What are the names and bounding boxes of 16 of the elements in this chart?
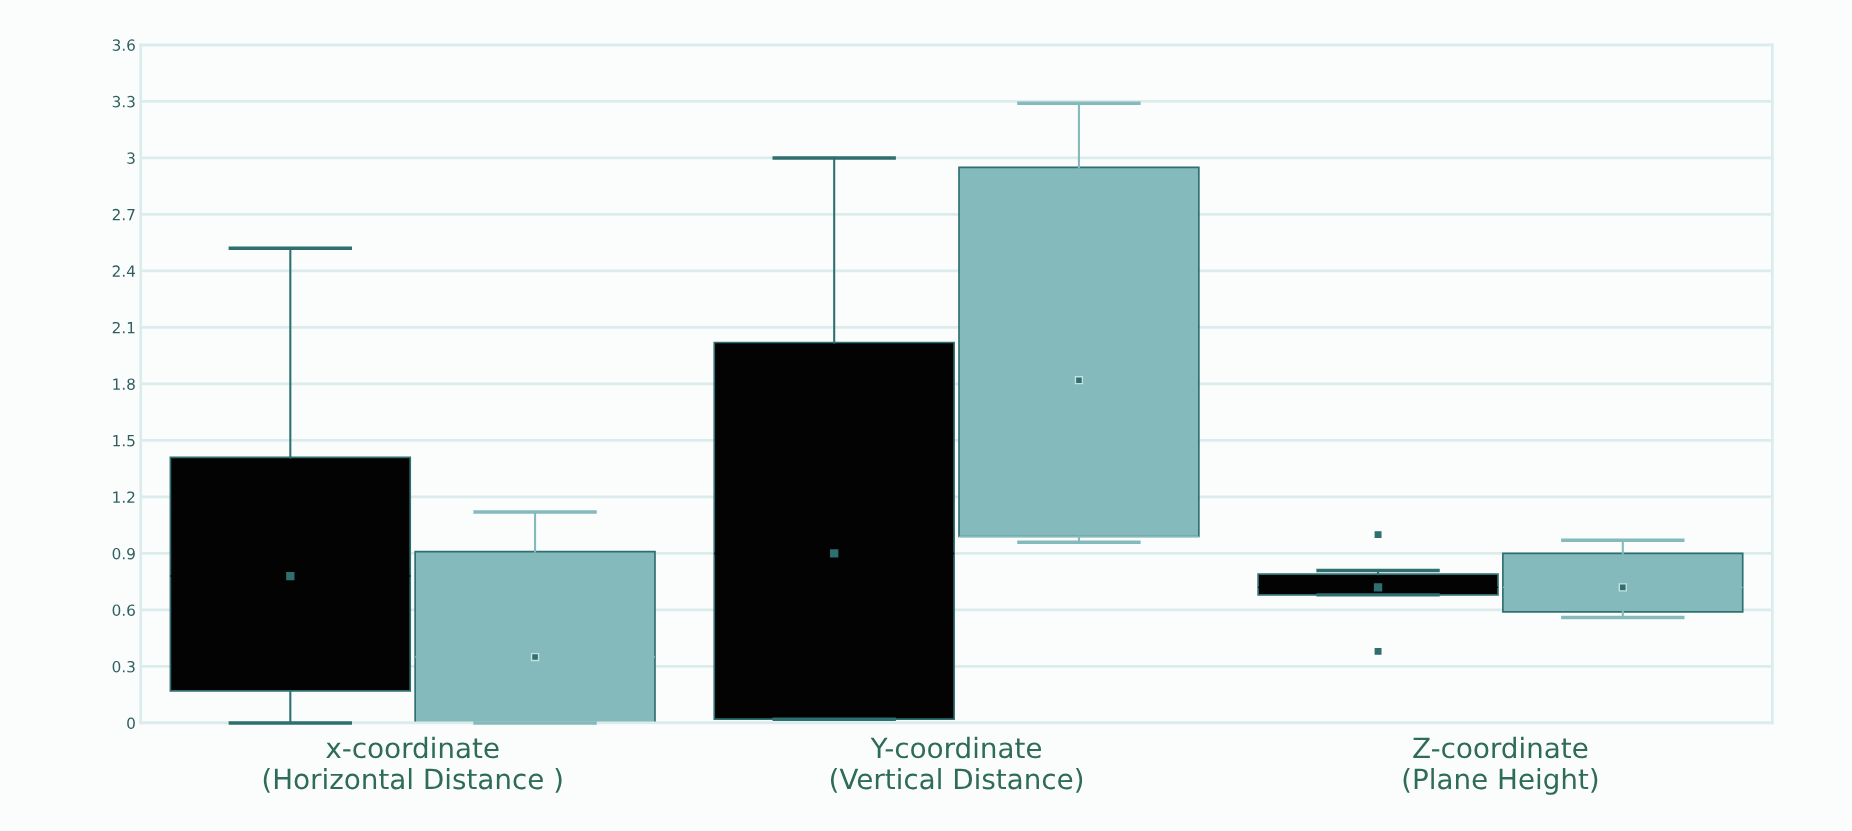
- y-tick-label: 2.1: [112, 321, 135, 334]
- y-tick-label: 0: [127, 717, 135, 729]
- y-tick-label: 0.6: [112, 604, 135, 616]
- y-tick-label: 2.4: [112, 265, 136, 277]
- y-tick-label: 3: [127, 152, 135, 164]
- x-tick-label: x-coordinate (Horizontal Distance ): [263, 736, 562, 793]
- y-tick-label: 3.3: [112, 95, 135, 108]
- y-tick-label: 3.6: [112, 39, 135, 51]
- y-tick-label: 2.7: [112, 208, 135, 221]
- y-tick-label: 1.8: [113, 378, 135, 390]
- y-tick-label: 1.5: [113, 435, 135, 447]
- y-tick-label: 0.9: [112, 547, 135, 560]
- x-tick-label: Z-coordinate (Plane Height): [1403, 736, 1598, 795]
- y-tick-label: 1.2: [113, 491, 135, 503]
- x-tick-label: Y-coordinate (Vertical Distance): [830, 736, 1083, 793]
- y-tick-label: 0.3: [112, 660, 135, 673]
